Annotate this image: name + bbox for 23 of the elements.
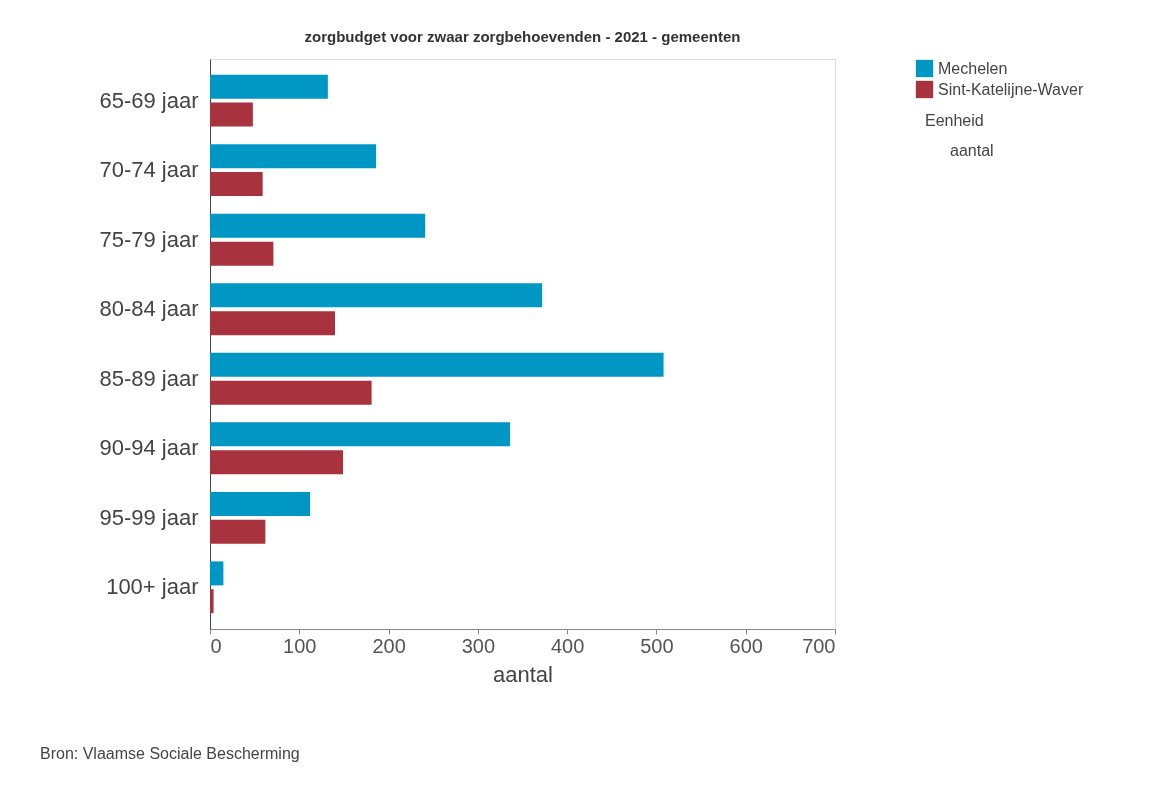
y-tick-label: 100+ jaar — [106, 574, 199, 600]
y-tick-label: 95-99 jaar — [99, 504, 199, 530]
y-tick-label: 70-74 jaar — [99, 157, 199, 183]
legend-label: Mechelen — [938, 59, 1008, 77]
x-tick-label: 400 — [550, 634, 585, 657]
text: Bron: Vlaamse Sociale Bescherming — [40, 745, 300, 762]
x-tick-label: 0 — [210, 634, 222, 657]
x-tick-label: 700 — [802, 634, 836, 657]
x-tick-label: 600 — [729, 634, 763, 657]
text: Eenheid — [925, 112, 984, 129]
y-tick-label: 85-89 jaar — [99, 365, 199, 391]
y-tick-label: 80-84 jaar — [99, 296, 199, 322]
x-tick-label: 300 — [461, 634, 496, 657]
y-tick-label: 65-69 jaar — [99, 87, 199, 113]
x-tick-label: 500 — [640, 634, 674, 657]
x-tick-label: 200 — [372, 634, 406, 657]
x-tick-label: 100 — [283, 634, 317, 657]
y-tick-label: 75-79 jaar — [99, 226, 199, 252]
text: aantal — [950, 142, 994, 159]
chart-title: zorgbudget voor zwaar zorgbehoevenden - 2021 - gemeenten — [304, 28, 741, 45]
y-tick-label: 90-94 jaar — [99, 435, 199, 461]
x-axis-title: aantal — [493, 661, 553, 687]
legend-label: Sint-Katelijne-Waver — [938, 80, 1084, 98]
